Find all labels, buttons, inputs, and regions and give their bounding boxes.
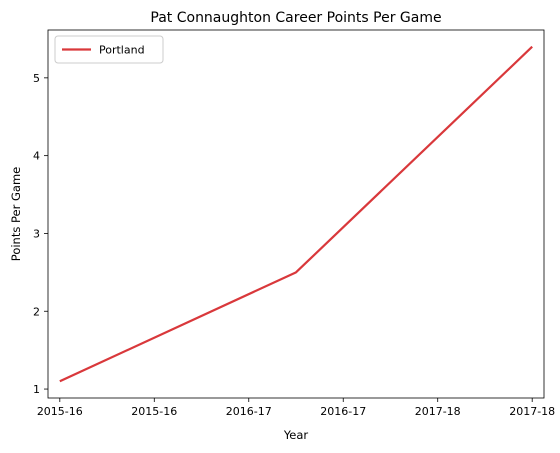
y-axis-label: Points Per Game [9,167,23,261]
legend: Portland [54,35,164,64]
x-axis: 2015-16 2015-16 2016-17 2016-17 2017-18 2017-… [37,398,555,418]
y-axis: 1 2 3 4 5 [33,72,48,396]
x-tick-label: 2015-16 [37,405,83,418]
x-tick-label: 2017-18 [415,405,461,418]
plot-frame [47,29,545,399]
y-tick-label: 1 [33,383,40,396]
chart-title: Pat Connaughton Career Points Per Game [150,10,441,26]
x-axis-label: Year [283,428,309,442]
legend-entry-portland: Portland [99,44,145,57]
x-tick-label: 2016-17 [320,405,366,418]
y-tick-label: 3 [33,227,40,240]
x-tick-label: 2017-18 [509,405,555,418]
legend-box [54,35,164,64]
x-tick-label: 2015-16 [131,405,177,418]
y-tick-label: 2 [33,305,40,318]
y-tick-label: 4 [33,150,40,163]
x-tick-label: 2016-17 [226,405,272,418]
series-line-portland [59,45,533,383]
series-layer [59,45,533,383]
y-tick-label: 5 [33,72,40,85]
